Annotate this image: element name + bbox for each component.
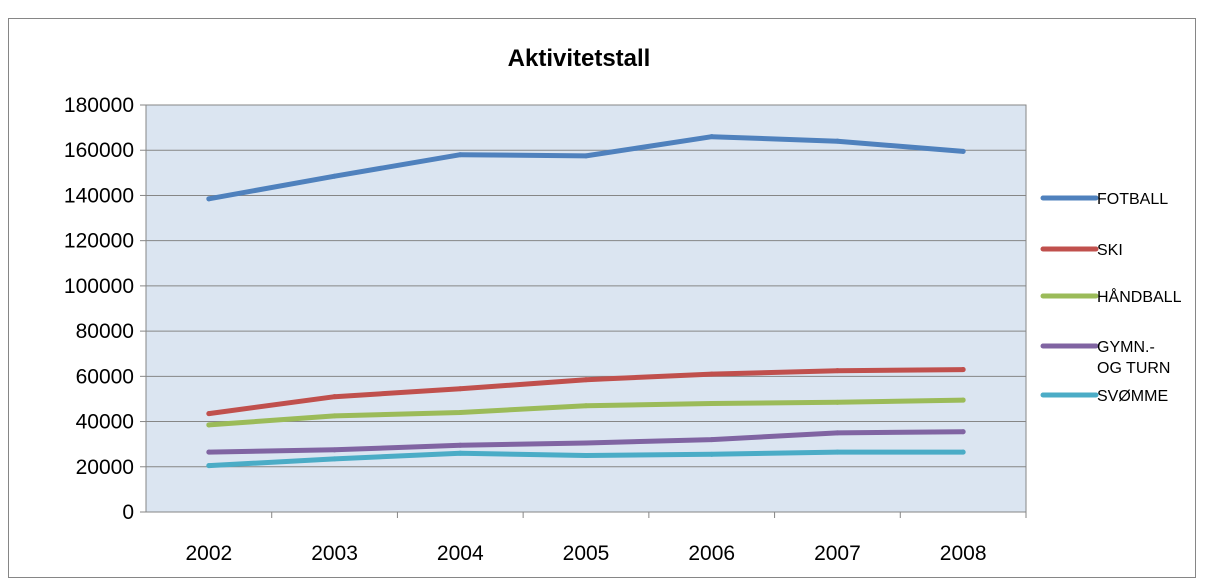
- data-point: [960, 148, 966, 154]
- chart-title: Aktivitetstall: [508, 45, 651, 72]
- data-point: [206, 449, 212, 455]
- line-chart: Aktivitetstall 0 20000 40000 60000 80000 1000…: [64, 45, 1182, 565]
- data-point: [457, 450, 463, 456]
- data-point: [206, 422, 212, 428]
- legend-label: HÅNDBALL: [1097, 287, 1182, 306]
- y-tick-label: 0: [122, 501, 134, 524]
- x-tick-label: 2008: [940, 542, 987, 565]
- y-tick-label: 100000: [64, 275, 134, 298]
- data-point: [583, 153, 589, 159]
- data-point: [709, 451, 715, 457]
- data-point: [583, 440, 589, 446]
- legend-label: SVØMME: [1097, 388, 1168, 405]
- y-tick-label: 20000: [76, 456, 134, 479]
- data-point: [834, 430, 840, 436]
- x-tick-label: 2003: [311, 542, 358, 565]
- x-tick-label: 2007: [814, 542, 861, 565]
- data-point: [834, 399, 840, 405]
- x-tick-label: 2005: [563, 542, 610, 565]
- data-point: [583, 377, 589, 383]
- x-tick-label: 2004: [437, 542, 484, 565]
- data-point: [206, 463, 212, 469]
- data-point: [960, 397, 966, 403]
- data-point: [834, 138, 840, 144]
- data-point: [332, 447, 338, 453]
- data-point: [457, 152, 463, 158]
- y-tick-label: 160000: [64, 139, 134, 162]
- data-point: [709, 400, 715, 406]
- legend-label: SKI: [1097, 242, 1123, 259]
- x-tick-label: 2006: [688, 542, 735, 565]
- data-point: [206, 411, 212, 417]
- data-point: [457, 410, 463, 416]
- legend-label: GYMN.-: [1097, 339, 1155, 356]
- legend-label: OG TURN: [1097, 360, 1170, 377]
- data-point: [709, 371, 715, 377]
- data-point: [206, 196, 212, 202]
- data-point: [583, 452, 589, 458]
- data-point: [960, 449, 966, 455]
- legend-label: FOTBALL: [1097, 191, 1168, 208]
- y-tick-label: 80000: [76, 320, 134, 343]
- data-point: [332, 456, 338, 462]
- y-tick-label: 140000: [64, 184, 134, 207]
- chart-frame: Aktivitetstall 0 20000 40000 60000 80000 1000…: [8, 18, 1196, 578]
- data-point: [709, 134, 715, 140]
- data-point: [583, 403, 589, 409]
- data-point: [960, 367, 966, 373]
- data-point: [457, 386, 463, 392]
- data-point: [332, 413, 338, 419]
- y-tick-label: 40000: [76, 411, 134, 434]
- y-tick-label: 60000: [76, 365, 134, 388]
- data-point: [709, 437, 715, 443]
- x-tick-label: 2002: [185, 542, 232, 565]
- y-tick-label: 120000: [64, 230, 134, 253]
- data-point: [332, 173, 338, 179]
- y-tick-label: 180000: [64, 94, 134, 117]
- data-point: [332, 394, 338, 400]
- data-point: [834, 449, 840, 455]
- data-point: [960, 429, 966, 435]
- data-point: [834, 368, 840, 374]
- data-point: [457, 442, 463, 448]
